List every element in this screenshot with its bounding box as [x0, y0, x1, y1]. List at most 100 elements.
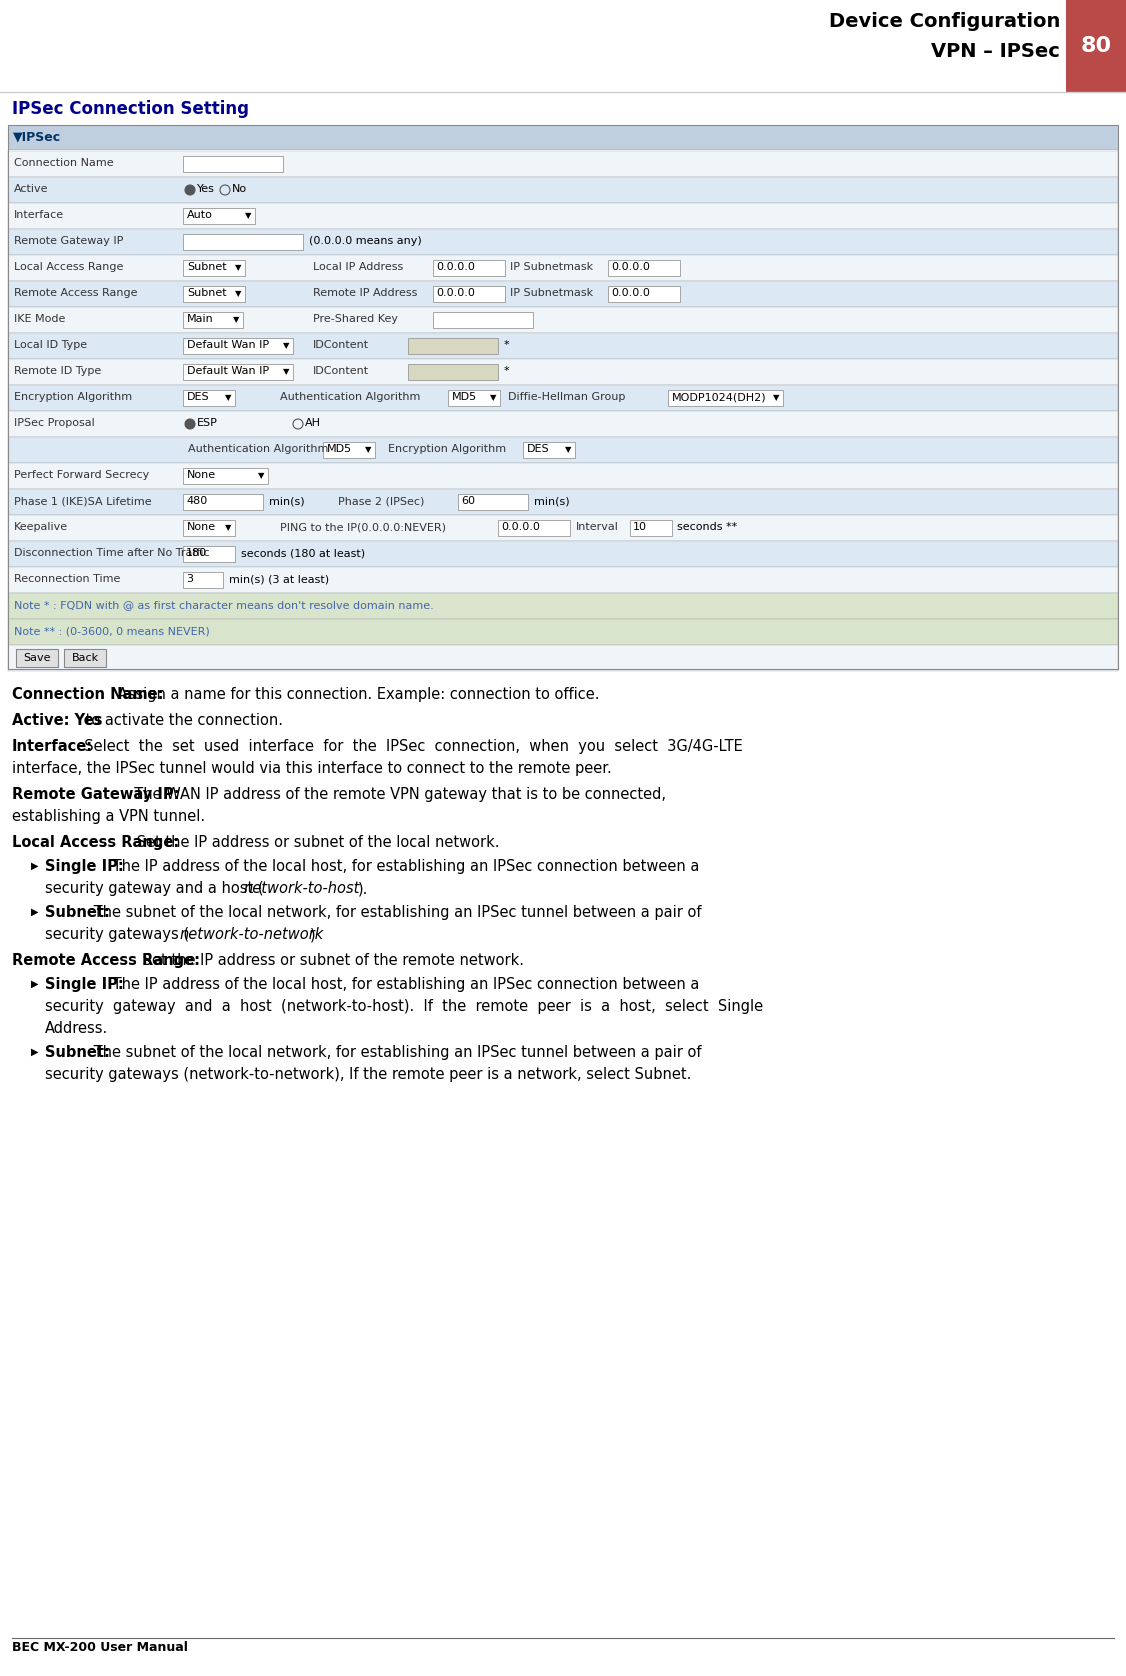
Text: ▼: ▼ [235, 263, 241, 273]
Bar [8, 334, 1118, 359]
Bar [8, 230, 1118, 255]
Text: Remote Access Range: Remote Access Range [14, 288, 137, 298]
Text: ▼: ▼ [365, 446, 372, 454]
Text: 0.0.0.0: 0.0.0.0 [501, 521, 539, 531]
Text: Back: Back [71, 654, 99, 664]
Text: Disconnection Time after No Traffic: Disconnection Time after No Traffic [14, 548, 209, 558]
Text: Pre-Shared Key: Pre-Shared Key [313, 313, 397, 323]
Text: Auto: Auto [187, 210, 213, 220]
Text: DES: DES [527, 444, 549, 454]
Text: Subnet:: Subnet: [45, 1046, 110, 1059]
Circle shape [185, 419, 195, 429]
Text: BEC MX-200 User Manual: BEC MX-200 User Manual [12, 1641, 188, 1654]
Bar [631, 520, 672, 536]
Bar [522, 442, 575, 458]
Text: DES: DES [187, 392, 209, 402]
Bar [434, 287, 504, 302]
Bar [8, 307, 1118, 334]
Bar [184, 494, 263, 510]
Bar [184, 260, 245, 277]
Text: 60: 60 [461, 496, 475, 506]
Bar [184, 572, 223, 588]
Text: Connection Name: Connection Name [14, 158, 114, 168]
Bar [434, 312, 533, 328]
Text: IPSec Connection Setting: IPSec Connection Setting [12, 101, 249, 117]
Text: None: None [187, 521, 216, 531]
Text: IPSec Proposal: IPSec Proposal [14, 417, 95, 427]
Text: Encryption Algorithm: Encryption Algorithm [14, 392, 132, 402]
Text: ▼: ▼ [258, 471, 265, 481]
Bar [8, 618, 1118, 645]
Bar [184, 312, 243, 328]
Text: establishing a VPN tunnel.: establishing a VPN tunnel. [12, 810, 205, 825]
Text: Device Configuration: Device Configuration [829, 12, 1060, 30]
Text: ▼: ▼ [225, 394, 232, 402]
Bar [8, 515, 1118, 541]
Bar [8, 489, 1118, 515]
Bar [0, 0, 1126, 92]
Bar [184, 208, 254, 225]
Text: ▼: ▼ [283, 367, 289, 377]
Text: Subnet: Subnet [187, 261, 226, 272]
Text: Perfect Forward Secrecy: Perfect Forward Secrecy [14, 469, 150, 479]
Text: Note ** : (0-3600, 0 means NEVER): Note ** : (0-3600, 0 means NEVER) [14, 627, 209, 635]
Text: Single IP:: Single IP: [45, 977, 124, 992]
Text: ▼: ▼ [565, 446, 572, 454]
Text: network-to-network: network-to-network [179, 927, 323, 942]
Text: ▼: ▼ [490, 394, 497, 402]
Text: The WAN IP address of the remote VPN gateway that is to be connected,: The WAN IP address of the remote VPN gat… [125, 788, 667, 803]
Bar [184, 339, 293, 354]
Text: ▼: ▼ [225, 523, 232, 533]
Bar [408, 364, 498, 380]
Text: ▼IPSec: ▼IPSec [14, 131, 61, 142]
Text: ▶: ▶ [32, 979, 38, 989]
Bar [458, 494, 528, 510]
Text: min(s): min(s) [534, 496, 570, 506]
Text: Main: Main [187, 313, 214, 323]
Text: MD5: MD5 [452, 392, 477, 402]
Bar [8, 178, 1118, 203]
Text: Set the IP address or subnet of the local network.: Set the IP address or subnet of the loca… [132, 835, 499, 850]
Bar [8, 255, 1118, 282]
Bar [8, 126, 1118, 669]
Bar [434, 260, 504, 277]
Text: *: * [504, 365, 510, 375]
Text: Local Access Range: Local Access Range [14, 261, 124, 272]
Text: Remote Gateway IP:: Remote Gateway IP: [12, 788, 179, 803]
Bar [184, 235, 303, 250]
Bar [408, 339, 498, 354]
Text: IP Subnetmask: IP Subnetmask [510, 261, 593, 272]
Text: The subnet of the local network, for establishing an IPSec tunnel between a pair: The subnet of the local network, for est… [89, 1046, 701, 1059]
Text: 180: 180 [186, 548, 207, 558]
Text: Authentication Algorithm: Authentication Algorithm [280, 392, 420, 402]
Text: Diffie-Hellman Group: Diffie-Hellman Group [508, 392, 625, 402]
Bar [8, 645, 1118, 670]
Text: seconds (180 at least): seconds (180 at least) [241, 548, 365, 558]
Text: IKE Mode: IKE Mode [14, 313, 65, 323]
Bar [8, 593, 1118, 618]
Text: Phase 2 (IPSec): Phase 2 (IPSec) [338, 496, 425, 506]
Text: Phase 1 (IKE)SA Lifetime: Phase 1 (IKE)SA Lifetime [14, 496, 152, 506]
Text: Subnet: Subnet [187, 288, 226, 298]
Text: MD5: MD5 [327, 444, 352, 454]
Bar [448, 391, 500, 406]
Text: ESP: ESP [197, 417, 217, 427]
Bar [8, 359, 1118, 385]
Bar [323, 442, 375, 458]
Bar [668, 391, 783, 406]
Text: IDContent: IDContent [313, 365, 369, 375]
Circle shape [185, 184, 195, 194]
Bar [8, 463, 1118, 489]
Text: Address.: Address. [45, 1021, 108, 1036]
Text: Default Wan IP: Default Wan IP [187, 340, 269, 350]
Bar [8, 411, 1118, 437]
Text: seconds **: seconds ** [677, 521, 738, 531]
Text: Set the IP address or subnet of the remote network.: Set the IP address or subnet of the remo… [138, 954, 524, 969]
Text: 0.0.0.0: 0.0.0.0 [436, 288, 475, 298]
Text: ▼: ▼ [283, 342, 289, 350]
Bar [8, 385, 1118, 411]
Text: Active: Active [14, 184, 48, 194]
Bar [184, 364, 293, 380]
Text: ▼: ▼ [235, 290, 241, 298]
Text: VPN – IPSec: VPN – IPSec [931, 42, 1060, 60]
